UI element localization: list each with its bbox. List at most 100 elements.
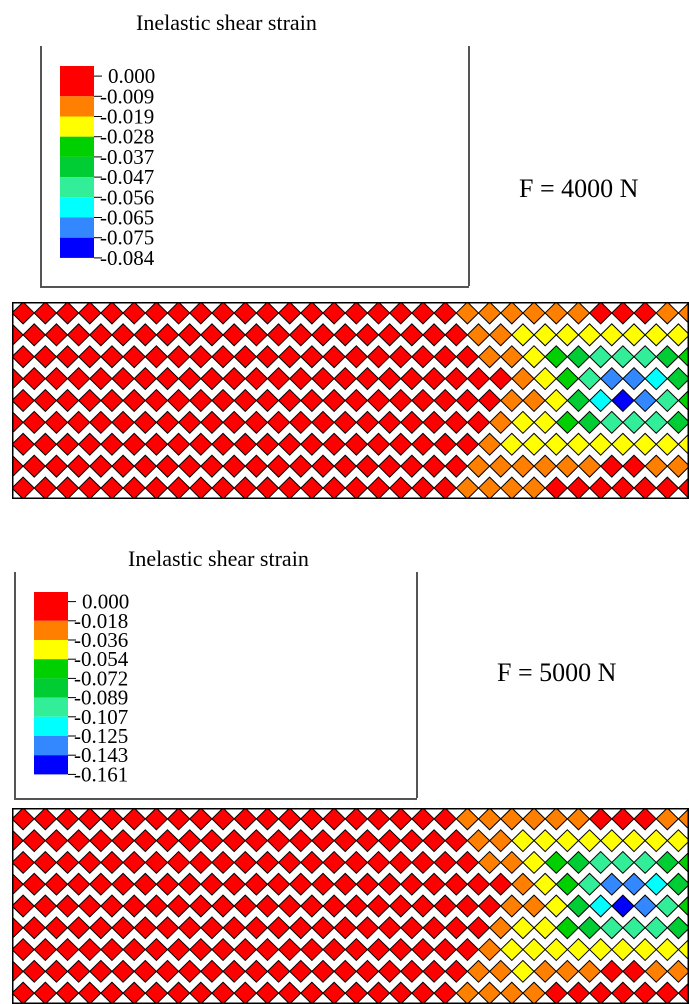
mesh-element [488,323,513,347]
mesh-element [544,476,569,499]
mesh-element [488,454,513,478]
mesh-element [522,345,546,369]
mesh-element [311,454,335,478]
mesh-element [666,454,689,478]
mesh-element [477,476,502,499]
mesh-element [155,323,180,347]
mesh-element [511,959,535,983]
mesh-element [255,302,280,325]
mesh-element [55,388,80,413]
mesh-element [155,366,180,391]
mesh-element [222,454,246,478]
mesh-element [233,476,258,499]
mesh-element [611,808,635,831]
mesh-element [522,432,546,456]
mesh-element [277,937,302,962]
mesh-element [188,981,213,1004]
mesh-element [311,959,335,983]
mesh-element [533,323,557,347]
mesh-element [511,366,535,391]
mesh-element [244,872,269,896]
mesh-element [433,894,457,918]
mesh-element [122,302,146,325]
mesh-element [355,410,380,435]
mesh-element [111,872,135,896]
mesh-element [322,476,346,499]
mesh-element [288,454,313,478]
mesh-element [433,432,457,456]
mesh-element [255,937,280,962]
mesh-element [499,432,524,456]
mesh-element [12,454,24,478]
mesh-element [477,937,502,962]
mesh-element [444,454,469,478]
mesh-element [555,366,580,391]
mesh-element [189,432,213,456]
mesh-element [555,872,580,896]
mesh-element [366,476,391,499]
mesh-element [155,410,180,435]
mesh-element [22,916,47,940]
mesh-element [466,872,491,896]
mesh-element [166,345,191,369]
mesh-element [355,829,380,853]
legend-level-label: -0.072 [74,666,128,690]
mesh-element [411,850,435,875]
legend-level-label: -0.107 [74,705,128,729]
mesh-element [566,937,591,962]
mesh-element [12,850,35,875]
mesh-element [566,850,591,875]
mesh-element [66,366,91,391]
mesh-element [322,937,346,962]
mesh-element [588,981,613,1004]
mesh-element [144,476,169,499]
mesh-element [188,808,213,831]
legend-level-label: -0.143 [74,743,128,767]
legend-swatch [60,156,94,178]
legend-frame-left [14,572,16,798]
mesh-element [655,432,680,456]
mesh-element [222,323,246,347]
mesh-element [166,432,191,456]
mesh-element [666,872,689,896]
mesh-element [122,981,146,1004]
mesh-element [211,302,235,325]
mesh-element [133,454,158,478]
mesh-element [622,410,646,435]
mesh-element [466,959,491,983]
mesh-element [177,366,202,391]
mesh-element [133,872,158,896]
mesh-element [633,345,657,369]
mesh-element [577,323,602,347]
mesh-element [122,345,146,369]
mesh-element [355,872,380,896]
mesh-element [400,829,424,853]
mesh-element [433,388,457,413]
mesh-element [155,959,180,983]
mesh-element [577,872,602,896]
mesh-element [222,916,246,940]
mesh-element [89,872,113,896]
mesh-element [577,410,602,435]
mesh-element [288,916,313,940]
mesh-element [122,388,146,413]
mesh-element [522,894,546,918]
mesh-element [177,323,202,347]
mesh-element [222,959,246,983]
mesh-element [200,323,224,347]
mesh-element [644,959,669,983]
legend-level-label: -0.047 [100,165,154,189]
mesh-element [111,829,135,853]
mesh-element [422,872,446,896]
mesh-element [433,302,457,325]
mesh-element [100,981,124,1004]
mesh-element [133,323,158,347]
mesh-element [411,388,435,413]
mesh-element [400,410,424,435]
mesh-element [499,388,524,413]
mesh-element [44,323,69,347]
mesh-element [644,454,669,478]
mesh-element [422,916,446,940]
mesh-outline [12,808,689,1004]
mesh-element [77,894,102,918]
